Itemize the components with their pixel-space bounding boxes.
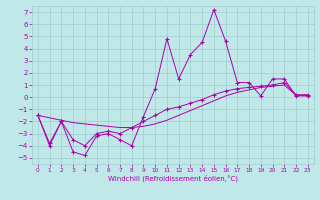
X-axis label: Windchill (Refroidissement éolien,°C): Windchill (Refroidissement éolien,°C): [108, 175, 238, 182]
